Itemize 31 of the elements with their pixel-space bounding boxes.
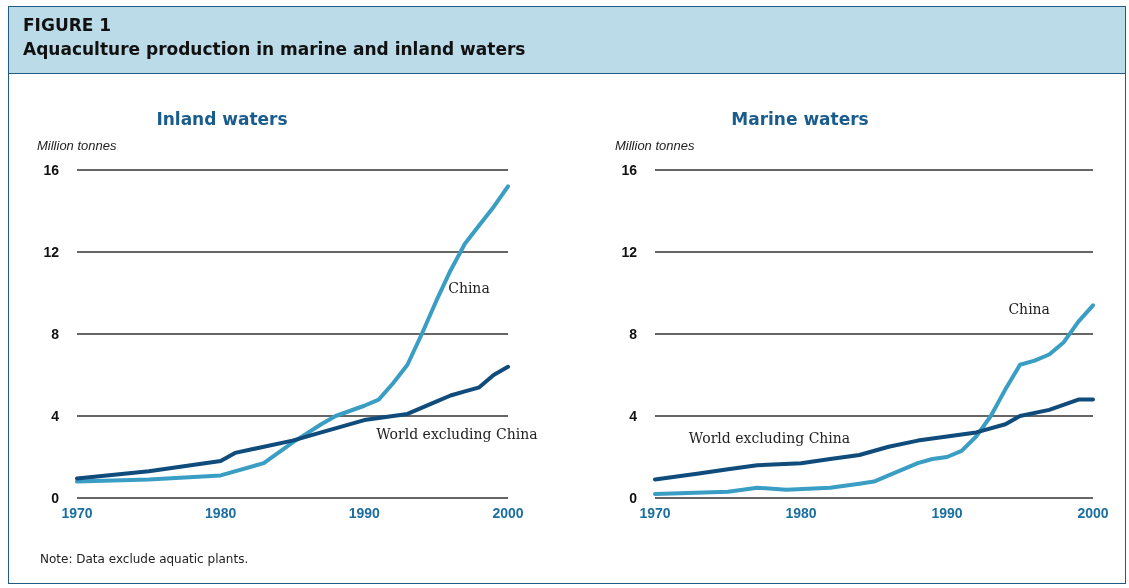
y-tick-label: 12 bbox=[43, 244, 60, 260]
caption: FIGURE 1 bbox=[23, 14, 113, 37]
series-label: World excluding China bbox=[376, 425, 538, 442]
line-series bbox=[653, 303, 1095, 496]
y-tick-label: 12 bbox=[621, 244, 638, 260]
y-tick-label: 16 bbox=[43, 162, 60, 178]
x-tick-label: 2000 bbox=[1077, 505, 1109, 521]
line-series bbox=[653, 397, 1095, 482]
x-tick-label: 1970 bbox=[639, 505, 671, 521]
text: Note: Data exclude aquatic plants. bbox=[40, 552, 249, 566]
series-label: World excluding China bbox=[688, 430, 851, 447]
y-tick-label: 8 bbox=[629, 326, 638, 342]
x-tick-label: 1980 bbox=[205, 505, 237, 521]
chart-title: Inland waters bbox=[156, 108, 288, 129]
x-tick-label: 1970 bbox=[61, 505, 93, 521]
chart-title: Marine waters bbox=[731, 108, 869, 129]
x-tick-label: 1990 bbox=[931, 505, 963, 521]
series-label: China bbox=[448, 280, 490, 297]
y-tick-label: 4 bbox=[51, 408, 60, 424]
y-tick-label: 4 bbox=[629, 408, 638, 424]
y-tick-label: 0 bbox=[51, 490, 60, 506]
y-axis-title: Million tonnes bbox=[615, 138, 695, 153]
x-tick-label: 1980 bbox=[785, 505, 817, 521]
text: Aquaculture production in marine and inland waters bbox=[23, 38, 527, 61]
y-tick-label: 8 bbox=[51, 326, 60, 342]
series-label: China bbox=[1008, 300, 1050, 317]
y-tick-label: 16 bbox=[621, 162, 638, 178]
x-tick-label: 2000 bbox=[492, 505, 524, 521]
y-axis-title: Million tonnes bbox=[37, 138, 117, 153]
y-tick-label: 0 bbox=[629, 490, 638, 506]
x-tick-label: 1990 bbox=[348, 505, 381, 521]
